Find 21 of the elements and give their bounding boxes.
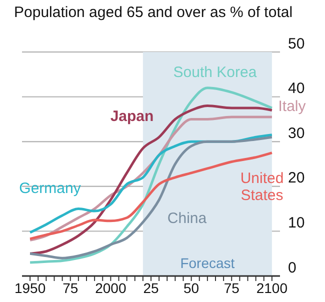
x-tick-label: 1950 xyxy=(14,280,46,296)
series-label: China xyxy=(167,210,207,227)
series-label: Japan xyxy=(110,108,154,125)
x-tick-label: 2000 xyxy=(95,280,126,296)
series-label: Italy xyxy=(278,98,306,115)
band-label: Forecast xyxy=(180,255,235,271)
y-tick-label: 40 xyxy=(288,80,305,98)
y-tick-label: 30 xyxy=(288,124,305,142)
x-tick-label: 50 xyxy=(184,280,200,296)
series-label: Germany xyxy=(19,180,81,197)
y-tick-label: 50 xyxy=(288,35,305,52)
x-tick-label: 75 xyxy=(62,280,78,296)
series-label: South Korea xyxy=(173,64,257,81)
y-tick-label: 0 xyxy=(288,259,296,276)
chart-subtitle: Population aged 65 and over as % of total xyxy=(14,4,293,21)
x-tick-label: 75 xyxy=(224,280,240,296)
y-tick-label: 10 xyxy=(288,214,305,232)
x-tick-label: 2100 xyxy=(256,280,288,296)
y-tick-label: 20 xyxy=(288,170,305,187)
x-tick-label: 25 xyxy=(143,280,159,296)
series-label: United States xyxy=(240,170,284,204)
